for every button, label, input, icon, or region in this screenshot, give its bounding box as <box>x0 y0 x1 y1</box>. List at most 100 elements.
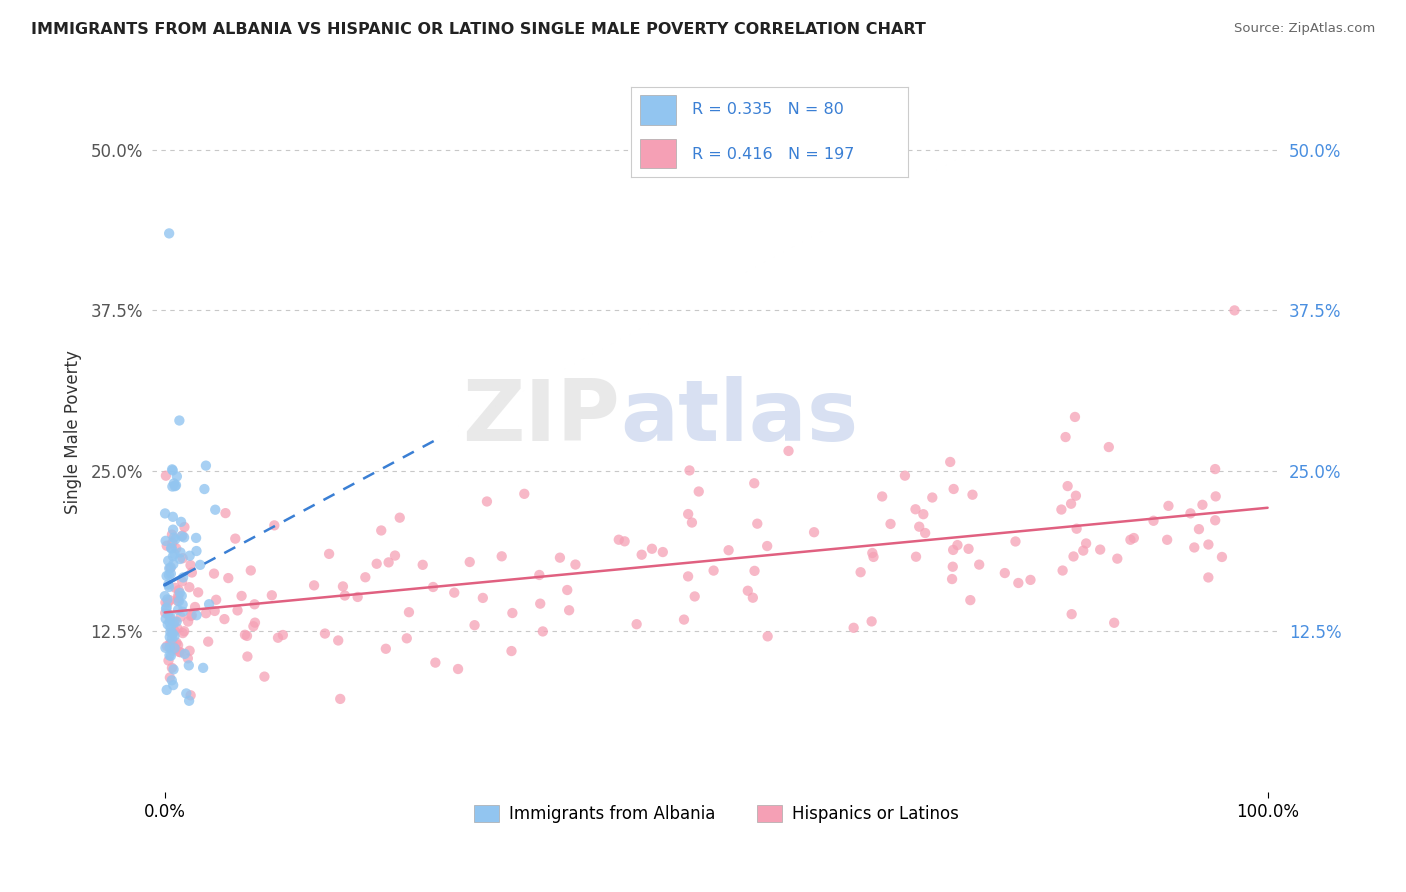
Hispanics or Latinos <box>1088 542 1111 557</box>
Hispanics or Latinos <box>1050 502 1073 516</box>
Hispanics or Latinos <box>167 583 190 598</box>
Immigrants from Albania <box>162 549 184 564</box>
Hispanics or Latinos <box>501 606 523 620</box>
Immigrants from Albania <box>173 530 195 544</box>
Hispanics or Latinos <box>529 568 551 582</box>
Immigrants from Albania <box>162 662 184 676</box>
Hispanics or Latinos <box>555 582 578 597</box>
Hispanics or Latinos <box>302 578 325 592</box>
Hispanics or Latinos <box>162 535 184 549</box>
Hispanics or Latinos <box>641 541 664 556</box>
Hispanics or Latinos <box>1197 570 1219 584</box>
Immigrants from Albania <box>157 227 180 241</box>
Immigrants from Albania <box>157 577 180 591</box>
Immigrants from Albania <box>159 648 181 663</box>
Hispanics or Latinos <box>177 651 200 665</box>
Hispanics or Latinos <box>914 526 936 541</box>
Hispanics or Latinos <box>905 549 928 564</box>
Hispanics or Latinos <box>558 603 581 617</box>
Hispanics or Latinos <box>921 491 943 505</box>
Immigrants from Albania <box>163 641 186 656</box>
Immigrants from Albania <box>159 621 181 635</box>
Hispanics or Latinos <box>163 624 186 638</box>
Hispanics or Latinos <box>501 644 523 658</box>
Hispanics or Latinos <box>374 641 396 656</box>
Immigrants from Albania <box>163 479 186 493</box>
Immigrants from Albania <box>165 478 187 492</box>
Hispanics or Latinos <box>678 463 700 477</box>
Immigrants from Albania <box>159 560 181 574</box>
Hispanics or Latinos <box>688 484 710 499</box>
Hispanics or Latinos <box>194 607 217 621</box>
Immigrants from Albania <box>159 625 181 640</box>
Immigrants from Albania <box>166 615 188 629</box>
Hispanics or Latinos <box>214 506 236 520</box>
Hispanics or Latinos <box>187 585 209 599</box>
Immigrants from Albania <box>160 632 183 646</box>
Hispanics or Latinos <box>346 590 368 604</box>
Immigrants from Albania <box>170 515 193 529</box>
Hispanics or Latinos <box>332 579 354 593</box>
Immigrants from Albania <box>172 570 194 584</box>
Immigrants from Albania <box>156 607 179 621</box>
Immigrants from Albania <box>155 612 177 626</box>
Hispanics or Latinos <box>156 639 179 653</box>
Hispanics or Latinos <box>747 516 769 531</box>
Immigrants from Albania <box>155 533 177 548</box>
Hispanics or Latinos <box>159 671 181 685</box>
Hispanics or Latinos <box>214 612 236 626</box>
Hispanics or Latinos <box>160 527 183 541</box>
Hispanics or Latinos <box>155 595 177 609</box>
Hispanics or Latinos <box>180 566 202 580</box>
Hispanics or Latinos <box>756 629 779 643</box>
Hispanics or Latinos <box>607 533 630 547</box>
Hispanics or Latinos <box>842 621 865 635</box>
Hispanics or Latinos <box>1204 513 1226 527</box>
Immigrants from Albania <box>194 458 217 473</box>
Hispanics or Latinos <box>1142 514 1164 528</box>
Hispanics or Latinos <box>172 574 194 589</box>
Hispanics or Latinos <box>529 597 551 611</box>
Hispanics or Latinos <box>756 539 779 553</box>
Immigrants from Albania <box>167 603 190 617</box>
Immigrants from Albania <box>163 629 186 643</box>
Hispanics or Latinos <box>180 609 202 624</box>
Hispanics or Latinos <box>159 611 181 625</box>
Immigrants from Albania <box>167 594 190 608</box>
Hispanics or Latinos <box>862 549 884 564</box>
Hispanics or Latinos <box>672 613 695 627</box>
Immigrants from Albania <box>160 541 183 556</box>
Hispanics or Latinos <box>778 444 800 458</box>
Hispanics or Latinos <box>994 566 1017 580</box>
Hispanics or Latinos <box>703 564 725 578</box>
Immigrants from Albania <box>191 661 214 675</box>
Hispanics or Latinos <box>630 548 652 562</box>
Hispanics or Latinos <box>155 606 177 620</box>
Hispanics or Latinos <box>384 549 406 563</box>
Hispanics or Latinos <box>1052 564 1074 578</box>
Hispanics or Latinos <box>1063 549 1085 564</box>
Hispanics or Latinos <box>167 638 190 652</box>
Hispanics or Latinos <box>513 487 536 501</box>
Hispanics or Latinos <box>398 605 420 619</box>
Hispanics or Latinos <box>803 525 825 540</box>
Immigrants from Albania <box>172 605 194 619</box>
Immigrants from Albania <box>174 686 197 700</box>
Immigrants from Albania <box>157 561 180 575</box>
Immigrants from Albania <box>159 608 181 623</box>
Hispanics or Latinos <box>333 589 356 603</box>
Hispanics or Latinos <box>202 566 225 581</box>
Hispanics or Latinos <box>314 626 336 640</box>
Immigrants from Albania <box>155 640 177 655</box>
Hispanics or Latinos <box>531 624 554 639</box>
Immigrants from Albania <box>162 523 184 537</box>
Hispanics or Latinos <box>162 626 184 640</box>
Hispanics or Latinos <box>1157 499 1180 513</box>
Immigrants from Albania <box>153 589 176 603</box>
Hispanics or Latinos <box>155 468 177 483</box>
Hispanics or Latinos <box>366 557 388 571</box>
Hispanics or Latinos <box>939 455 962 469</box>
Hispanics or Latinos <box>179 580 201 594</box>
Hispanics or Latinos <box>447 662 470 676</box>
Hispanics or Latinos <box>395 632 418 646</box>
